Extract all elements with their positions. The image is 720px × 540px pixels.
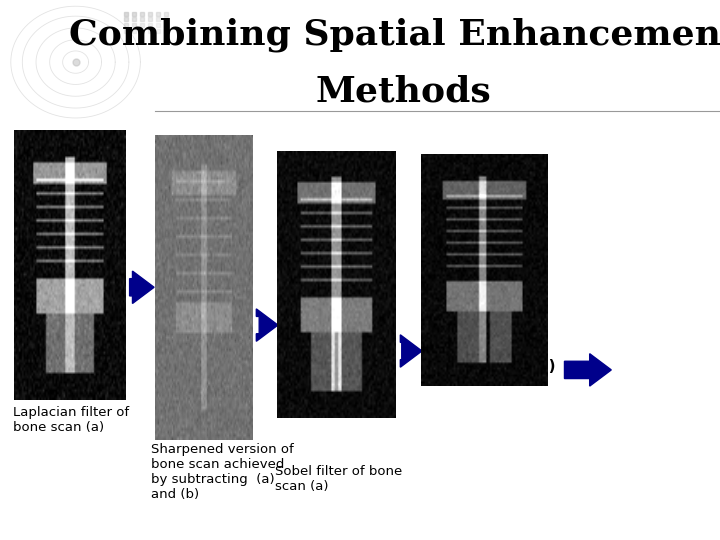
FancyArrow shape xyxy=(256,309,278,341)
Text: (d): (d) xyxy=(531,359,556,374)
FancyArrow shape xyxy=(400,335,422,367)
Text: Laplacian filter of
bone scan (a): Laplacian filter of bone scan (a) xyxy=(13,406,129,434)
Text: Combining Spatial Enhancement: Combining Spatial Enhancement xyxy=(69,18,720,52)
Text: (c): (c) xyxy=(374,339,397,354)
Text: Sharpened version of
bone scan achieved
by subtracting  (a)
and (b): Sharpened version of bone scan achieved … xyxy=(151,443,294,501)
Text: (b): (b) xyxy=(219,312,243,327)
FancyArrow shape xyxy=(130,271,154,303)
Text: Sobel filter of bone
scan (a): Sobel filter of bone scan (a) xyxy=(275,465,402,494)
FancyArrow shape xyxy=(564,354,611,386)
Text: Methods: Methods xyxy=(315,75,491,109)
Text: (a): (a) xyxy=(92,273,117,288)
